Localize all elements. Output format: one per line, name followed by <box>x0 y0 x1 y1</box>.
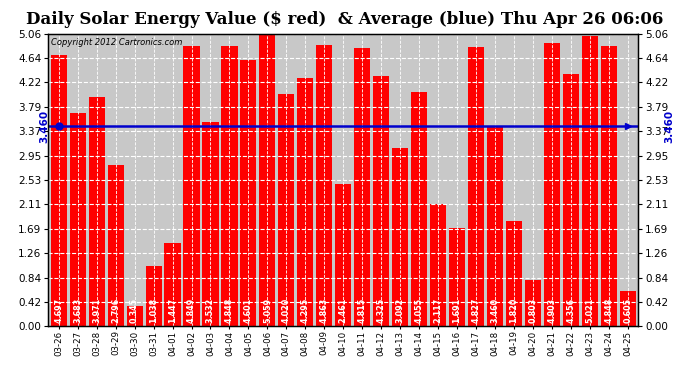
Text: 2.461: 2.461 <box>339 298 348 323</box>
Text: 1.038: 1.038 <box>149 298 158 323</box>
Text: 3.683: 3.683 <box>73 298 82 323</box>
Text: 2.117: 2.117 <box>433 298 442 323</box>
Text: 4.697: 4.697 <box>55 298 63 323</box>
Bar <box>582 36 598 326</box>
Text: 4.848: 4.848 <box>225 298 234 323</box>
Text: 4.055: 4.055 <box>415 298 424 323</box>
Text: 1.691: 1.691 <box>453 298 462 323</box>
Bar <box>316 45 333 326</box>
Text: 4.863: 4.863 <box>319 298 329 323</box>
Bar <box>202 122 219 326</box>
Bar <box>430 204 446 326</box>
Bar <box>335 184 351 326</box>
Bar <box>184 46 199 326</box>
Text: 5.059: 5.059 <box>263 298 272 323</box>
Bar <box>164 243 181 326</box>
Text: 3.532: 3.532 <box>206 298 215 323</box>
Text: 0.803: 0.803 <box>529 298 538 323</box>
Text: Copyright 2012 Cartronics.com: Copyright 2012 Cartronics.com <box>51 38 183 47</box>
Text: 4.601: 4.601 <box>244 298 253 323</box>
Bar <box>525 280 541 326</box>
Text: 4.295: 4.295 <box>301 298 310 323</box>
Text: 3.460: 3.460 <box>491 298 500 323</box>
Text: Daily Solar Energy Value ($ red)  & Average (blue) Thu Apr 26 06:06: Daily Solar Energy Value ($ red) & Avera… <box>26 11 664 28</box>
Text: 0.345: 0.345 <box>130 298 139 323</box>
Text: 4.815: 4.815 <box>357 298 367 323</box>
Bar <box>449 228 465 326</box>
Text: 5.021: 5.021 <box>585 298 594 323</box>
Text: 3.092: 3.092 <box>395 298 404 323</box>
Bar <box>108 165 124 326</box>
Bar <box>88 97 105 326</box>
Text: 4.020: 4.020 <box>282 298 291 323</box>
Text: 1.820: 1.820 <box>509 298 518 323</box>
Text: 3.460: 3.460 <box>664 110 675 143</box>
Bar <box>468 47 484 326</box>
Bar <box>487 126 503 326</box>
Text: 4.827: 4.827 <box>471 298 480 323</box>
Bar <box>297 78 313 326</box>
Bar <box>278 94 295 326</box>
Text: 4.848: 4.848 <box>604 298 613 323</box>
Text: 2.796: 2.796 <box>111 298 120 323</box>
Text: 4.325: 4.325 <box>377 298 386 323</box>
Text: 3.460: 3.460 <box>39 110 49 143</box>
Text: 4.903: 4.903 <box>547 298 556 323</box>
Text: 1.447: 1.447 <box>168 298 177 323</box>
Bar <box>240 60 257 326</box>
Bar <box>601 46 617 326</box>
Bar <box>354 48 371 326</box>
Bar <box>50 55 67 326</box>
Bar <box>411 92 427 326</box>
Bar <box>544 43 560 326</box>
Bar <box>392 147 408 326</box>
Bar <box>506 221 522 326</box>
Text: 3.971: 3.971 <box>92 298 101 323</box>
Bar <box>373 76 389 326</box>
Text: 4.356: 4.356 <box>566 298 575 323</box>
Bar <box>221 46 237 326</box>
Bar <box>146 266 161 326</box>
Text: 0.605: 0.605 <box>623 298 632 323</box>
Bar <box>563 75 579 326</box>
Bar <box>126 306 143 326</box>
Bar <box>70 113 86 326</box>
Bar <box>620 291 636 326</box>
Bar <box>259 34 275 326</box>
Text: 4.849: 4.849 <box>187 298 196 323</box>
